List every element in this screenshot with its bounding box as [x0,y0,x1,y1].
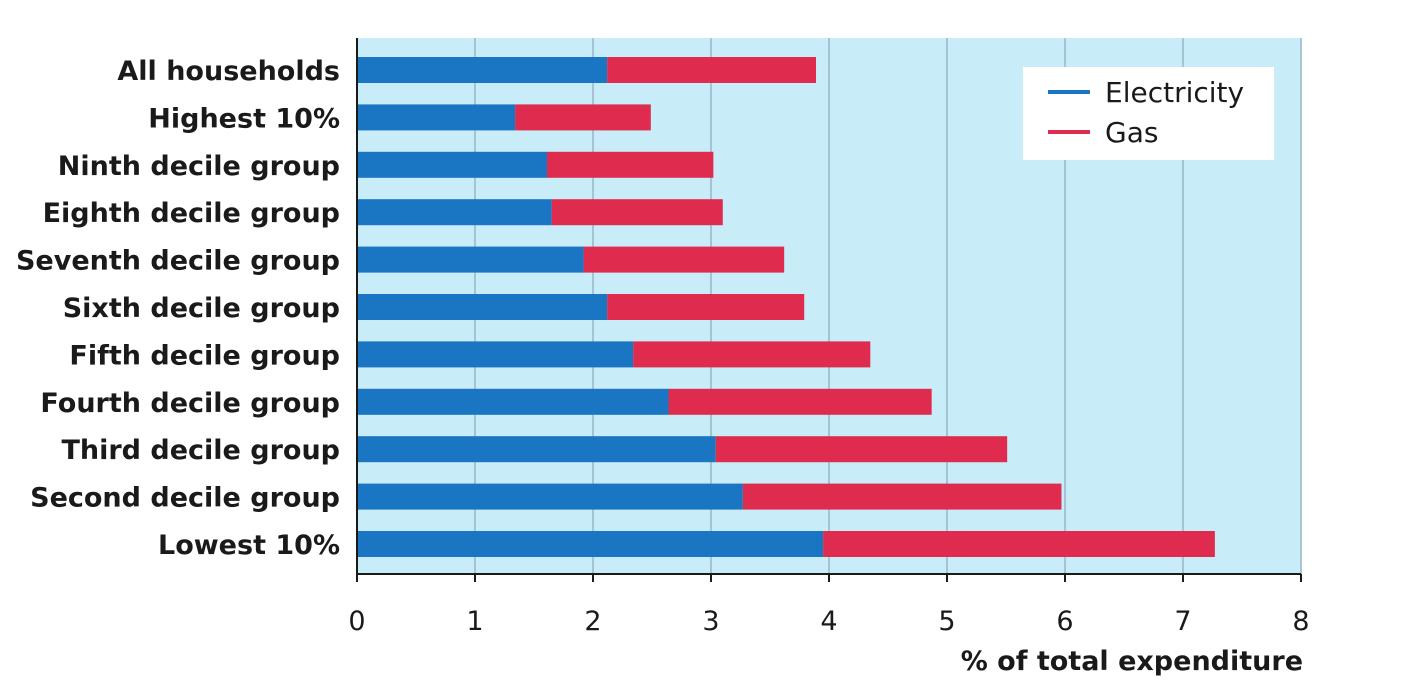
x-tick-label: 4 [820,606,837,637]
bar-gas-3 [551,199,723,226]
category-label: Ninth decile group [58,151,340,182]
legend-label-gas: Gas [1105,116,1158,149]
bar-gas-10 [823,531,1215,557]
category-label: Eighth decile group [43,198,340,229]
bar-electricity-5 [357,294,608,320]
bar-electricity-6 [357,341,634,368]
bar-gas-1 [515,104,651,131]
legend: Electricity Gas [1023,67,1274,160]
x-axis: 0 1 2 3 4 5 6 7 8 [348,38,1310,637]
category-label: Sixth decile group [63,293,340,324]
bar-electricity-7 [357,388,669,415]
bar-electricity-4 [357,246,584,273]
x-tick-label: 5 [938,606,955,637]
x-tick-label: 2 [584,606,601,637]
bar-gas-0 [607,57,817,83]
x-tick-label: 1 [466,606,483,637]
bar-electricity-10 [357,531,824,557]
x-tick-label: 6 [1056,606,1073,637]
category-label: Seventh decile group [16,246,340,277]
bar-gas-5 [607,294,805,320]
x-tick-label: 7 [1174,606,1191,637]
x-tick-label: 8 [1292,606,1309,637]
bar-electricity-3 [357,199,552,226]
legend-box [1023,67,1274,160]
legend-label-electricity: Electricity [1105,76,1244,109]
bar-electricity-9 [357,483,743,510]
category-label: Lowest 10% [158,530,340,561]
x-axis-title: % of total expenditure [961,646,1303,677]
bar-gas-4 [583,246,785,273]
category-label: All households [117,56,340,87]
bar-electricity-8 [357,436,716,463]
bar-gas-9 [742,483,1062,510]
bar-electricity-1 [357,104,516,131]
x-tick-label: 3 [702,606,719,637]
bar-electricity-2 [357,151,547,178]
category-label: Fourth decile group [40,388,340,419]
bar-gas-7 [668,388,932,415]
category-labels: All households Highest 10% Ninth decile gr… [16,56,340,561]
bar-gas-6 [633,341,871,368]
category-label: Highest 10% [148,103,340,134]
bar-electricity-0 [357,57,608,83]
category-label: Third decile group [61,435,340,466]
bar-gas-2 [546,151,714,178]
bars [357,57,1215,557]
category-label: Second decile group [30,483,340,514]
bar-gas-8 [715,436,1008,463]
category-label: Fifth decile group [69,340,340,371]
x-tick-label: 0 [348,606,365,637]
